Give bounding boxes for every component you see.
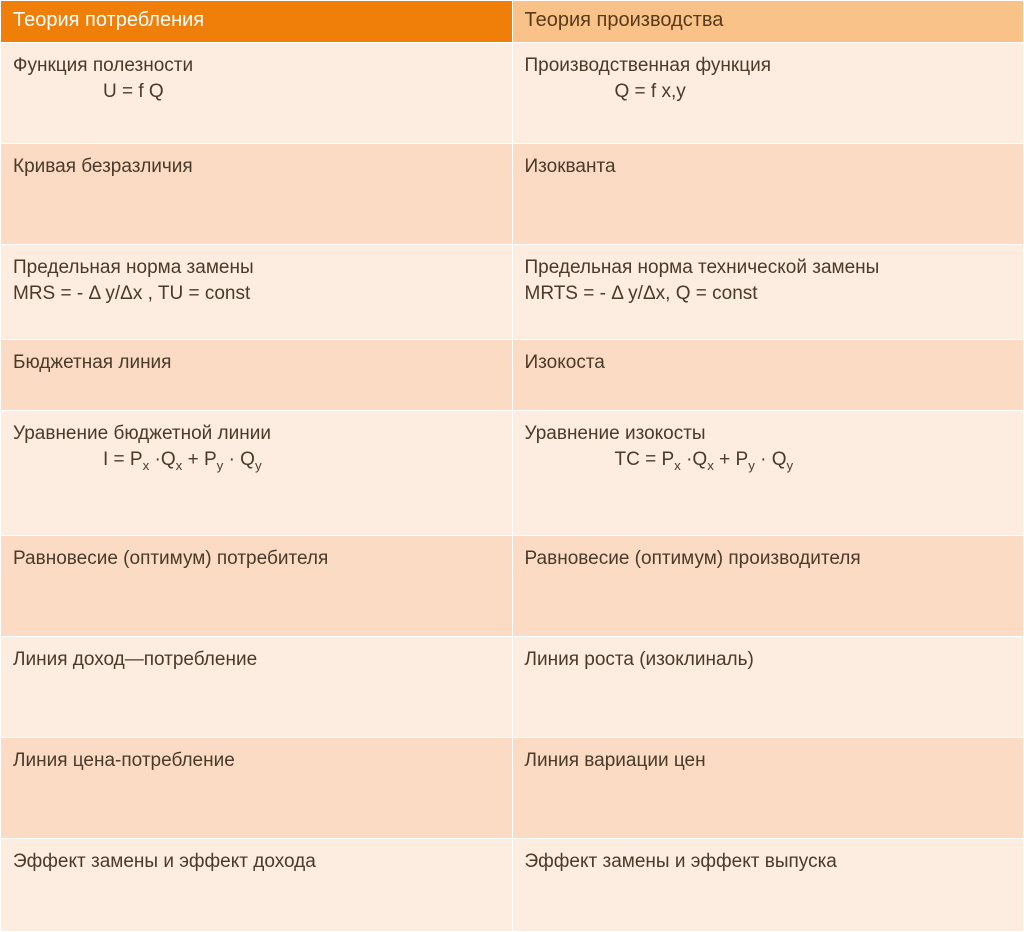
- cell-line1: Уравнение бюджетной линии: [13, 421, 500, 447]
- left-cell: Кривая безразличия: [1, 144, 513, 245]
- header-left: Теория потребления: [1, 1, 513, 43]
- cell-line1: Уравнение изокосты: [525, 421, 1012, 447]
- cell-line1: Равновесие (оптимум) производителя: [525, 546, 1012, 572]
- table-body: Функция полезностиU = f QПроизводственна…: [1, 43, 1024, 932]
- right-cell: Эффект замены и эффект выпуска: [512, 839, 1024, 932]
- left-cell: Бюджетная линия: [1, 340, 513, 411]
- left-cell: Линия цена-потребление: [1, 738, 513, 839]
- cell-line1: Линия цена-потребление: [13, 748, 500, 774]
- cell-line1: Линия роста (изоклиналь): [525, 647, 1012, 673]
- table-row: Бюджетная линия Изокоста: [1, 340, 1024, 411]
- right-cell: Изокоста: [512, 340, 1024, 411]
- table-row: Равновесие (оптимум) потребителя Равновес…: [1, 536, 1024, 637]
- right-cell: Уравнение изокостыTC = Px ·Qx + Py · Qy: [512, 411, 1024, 536]
- cell-line1: Эффект замены и эффект выпуска: [525, 849, 1012, 875]
- cell-line1: Линия доход—потребление: [13, 647, 500, 673]
- cell-line1: Кривая безразличия: [13, 154, 500, 180]
- right-cell: Изокванта: [512, 144, 1024, 245]
- table-row: Линия цена-потребление Линия вариации цен: [1, 738, 1024, 839]
- cell-line2: I = Px ·Qx + Py · Qy: [13, 447, 262, 475]
- header-row: Теория потребления Теория производства: [1, 1, 1024, 43]
- cell-line2: U = f Q: [13, 79, 164, 105]
- cell-line1: Изокоста: [525, 350, 1012, 376]
- header-right: Теория производства: [512, 1, 1024, 43]
- table-row: Уравнение бюджетной линииI = Px ·Qx + Py…: [1, 411, 1024, 536]
- right-cell: Линия роста (изоклиналь): [512, 637, 1024, 738]
- cell-line1: Линия вариации цен: [525, 748, 1012, 774]
- cell-line2: TC = Px ·Qx + Py · Qy: [525, 447, 794, 475]
- table-row: Линия доход—потребление Линия роста (изок…: [1, 637, 1024, 738]
- table-row: Предельная норма заменыMRS = - Δ y/Δx , …: [1, 245, 1024, 340]
- cell-line2: MRS = - Δ y/Δx , TU = const: [13, 281, 500, 307]
- left-cell: Эффект замены и эффект дохода: [1, 839, 513, 932]
- cell-line1: Производственная функция: [525, 53, 1012, 79]
- table-row: Кривая безразличия Изокванта: [1, 144, 1024, 245]
- cell-line1: Эффект замены и эффект дохода: [13, 849, 500, 875]
- cell-line2: MRTS = - Δ y/Δx, Q = const: [525, 281, 1012, 307]
- cell-line2: Q = f x,y: [525, 79, 686, 105]
- left-cell: Функция полезностиU = f Q: [1, 43, 513, 144]
- cell-line1: Равновесие (оптимум) потребителя: [13, 546, 500, 572]
- cell-line1: Предельная норма замены: [13, 255, 500, 281]
- cell-line1: Изокванта: [525, 154, 1012, 180]
- right-cell: Равновесие (оптимум) производителя: [512, 536, 1024, 637]
- comparison-table: Теория потребления Теория производства Ф…: [0, 0, 1024, 932]
- cell-line1: Функция полезности: [13, 53, 500, 79]
- table-row: Эффект замены и эффект дохода Эффект заме…: [1, 839, 1024, 932]
- left-cell: Уравнение бюджетной линииI = Px ·Qx + Py…: [1, 411, 513, 536]
- table-row: Функция полезностиU = f QПроизводственна…: [1, 43, 1024, 144]
- left-cell: Равновесие (оптимум) потребителя: [1, 536, 513, 637]
- right-cell: Линия вариации цен: [512, 738, 1024, 839]
- left-cell: Предельная норма заменыMRS = - Δ y/Δx , …: [1, 245, 513, 340]
- cell-line1: Бюджетная линия: [13, 350, 500, 376]
- right-cell: Предельная норма технической заменыMRTS …: [512, 245, 1024, 340]
- right-cell: Производственная функцияQ = f x,y: [512, 43, 1024, 144]
- cell-line1: Предельная норма технической замены: [525, 255, 1012, 281]
- left-cell: Линия доход—потребление: [1, 637, 513, 738]
